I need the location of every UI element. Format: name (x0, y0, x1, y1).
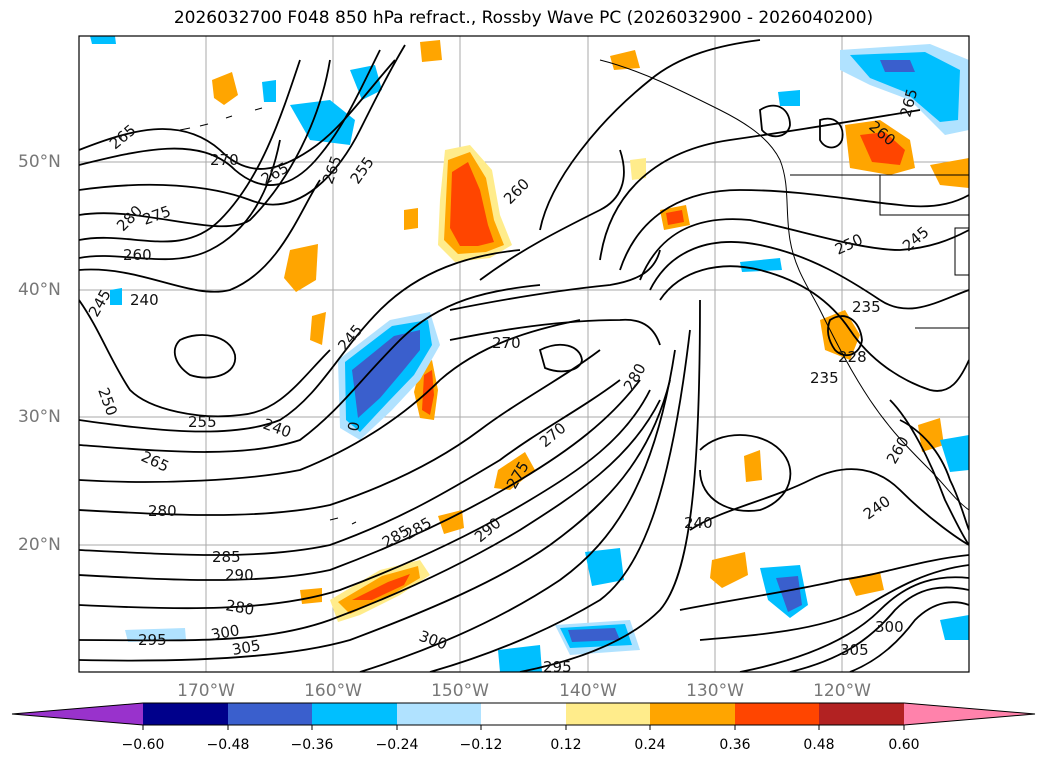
lon-label: 150°W (431, 681, 489, 701)
colorbar-left-extension (12, 703, 143, 725)
contour-label: 228 (838, 348, 867, 366)
colorbar (11, 702, 1036, 730)
lon-label: 140°W (559, 681, 617, 701)
contour-label: 295 (543, 658, 572, 676)
colorbar-segment (566, 703, 650, 725)
lat-label: 30°N (18, 407, 61, 427)
colorbar-segment (312, 703, 397, 725)
lon-label: 170°W (177, 681, 235, 701)
colorbar-tick-label: 0.48 (803, 737, 835, 753)
coastlines (179, 59, 969, 525)
colorbar-segment (819, 703, 904, 725)
colorbar-tick-label: 0.12 (550, 737, 582, 753)
colorbar-segment (481, 703, 566, 725)
lon-label: 120°W (813, 681, 871, 701)
map-title: 2026032700 F048 850 hPa refract., Rossby… (173, 8, 874, 28)
lat-label: 20°N (18, 535, 61, 555)
colorbar-tick-label: 0.24 (634, 737, 666, 753)
colorbar-right-extension (904, 703, 1035, 725)
contour-lines (79, 39, 969, 672)
colorbar-tick-label: −0.36 (290, 737, 334, 753)
contour-label: 305 (231, 636, 262, 659)
colorbar-tick-label: −0.48 (206, 737, 250, 753)
colorbar-tick-label: −0.60 (121, 737, 165, 753)
contour-label: 235 (852, 298, 881, 316)
contour-label: 305 (840, 641, 869, 659)
contour-label: 300 (210, 621, 241, 644)
colorbar-segment (228, 703, 312, 725)
colorbar-segment (143, 703, 228, 725)
contour-label: 240 (684, 514, 713, 532)
lat-label: 40°N (18, 280, 61, 300)
contour-label: 280 (224, 596, 255, 619)
lon-label: 160°W (304, 681, 362, 701)
contour-label: 295 (138, 631, 167, 649)
contour-label: 270 (492, 334, 521, 352)
contour-label: 260 (123, 246, 152, 264)
contour-label: 240 (130, 291, 159, 309)
contour-label: 285 (212, 548, 241, 566)
colorbar-tick-label: 0.60 (888, 737, 920, 753)
contour-label: 270 (210, 151, 239, 169)
contour-label: 300 (875, 618, 904, 636)
contour-label: 290 (225, 566, 254, 584)
shading-negative (90, 36, 969, 672)
colorbar-segment (650, 703, 735, 725)
colorbar-segment (397, 703, 481, 725)
colorbar-tick-label: 0.36 (719, 737, 751, 753)
lat-label: 50°N (18, 152, 61, 172)
contour-label: 280 (148, 502, 177, 520)
colorbar-tick-label: −0.24 (375, 737, 419, 753)
contour-label: 235 (810, 369, 839, 387)
colorbar-tick-label: −0.12 (459, 737, 503, 753)
colorbar-segment (735, 703, 819, 725)
lon-label: 130°W (686, 681, 744, 701)
map-frame (78, 35, 970, 673)
contour-label: 255 (188, 413, 217, 431)
contour-label: 0 (344, 420, 363, 433)
